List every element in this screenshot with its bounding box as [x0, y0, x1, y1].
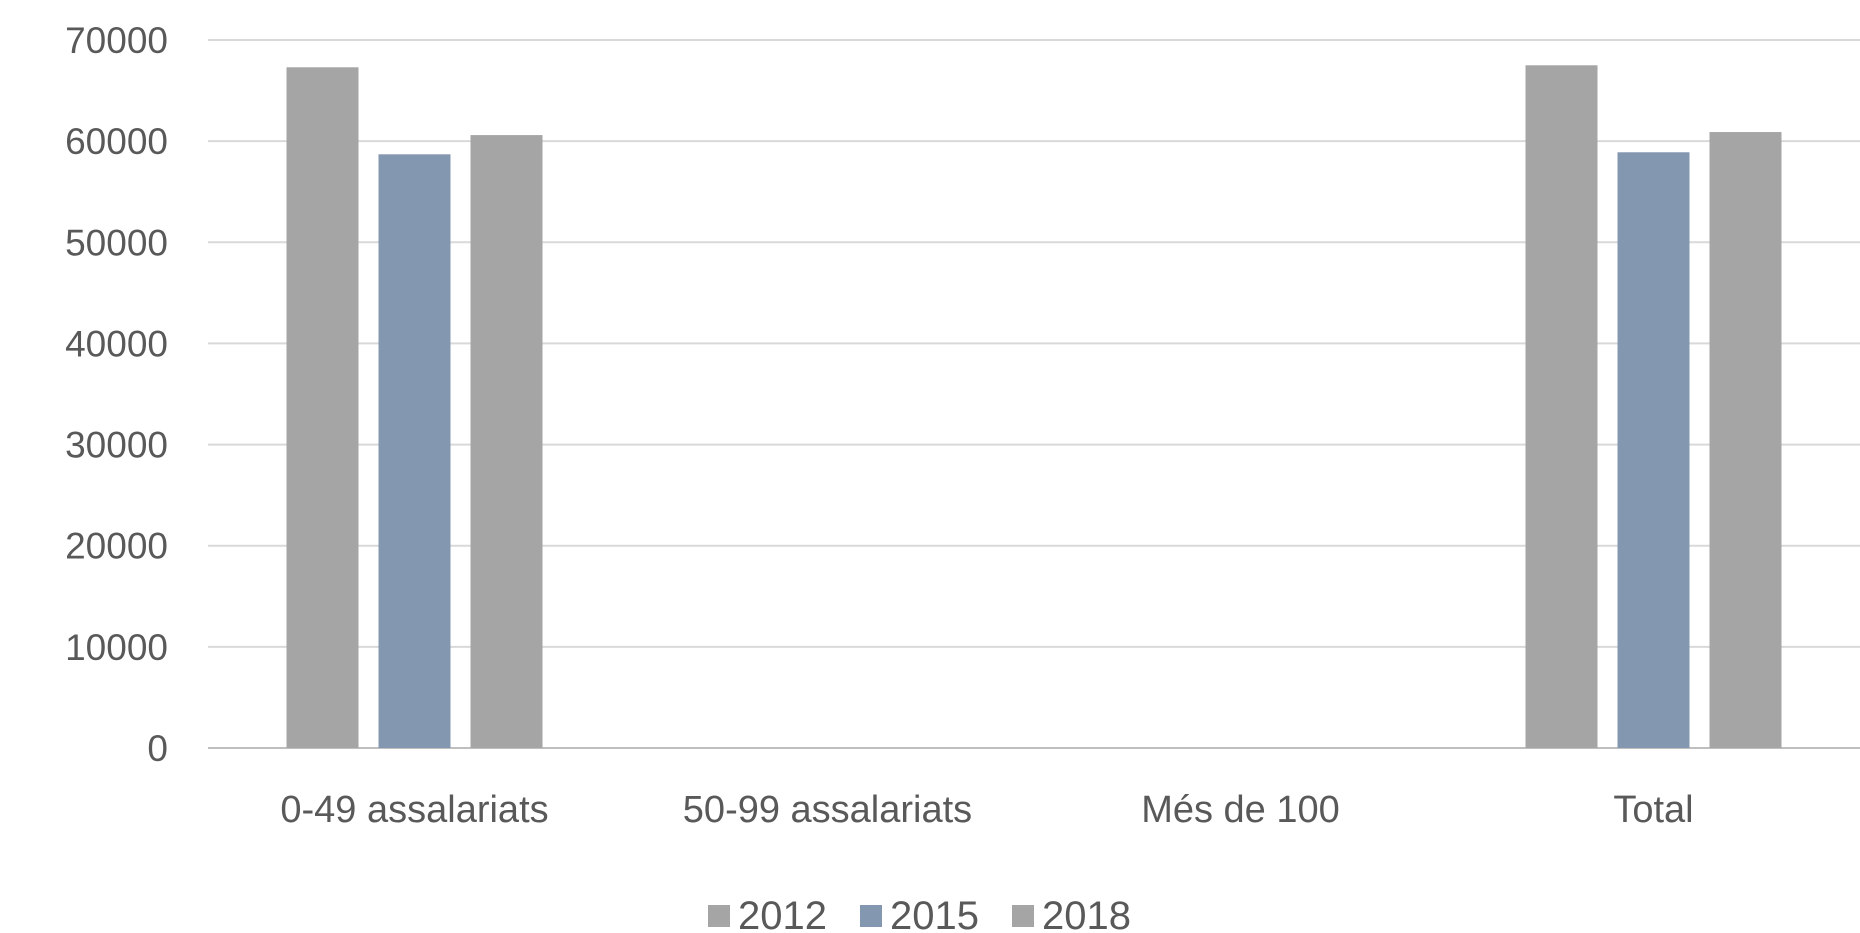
y-axis-ticks: 0 10000 20000 30000 40000 50000 60000 70000	[65, 20, 168, 769]
y-tick-label: 0	[147, 728, 168, 769]
bar-2018-3	[1709, 132, 1782, 749]
y-tick-label: 70000	[65, 20, 168, 61]
legend-swatch	[860, 905, 882, 927]
bar-2012-3	[1525, 65, 1598, 749]
y-tick-label: 40000	[65, 323, 168, 364]
category-label: Total	[1613, 789, 1693, 831]
legend-swatch	[1012, 905, 1034, 927]
legend-item-2012: 2012	[708, 894, 827, 933]
legend-item-2015: 2015	[860, 894, 979, 933]
y-tick-label: 20000	[65, 526, 168, 567]
category-label: 0-49 assalariats	[280, 789, 548, 831]
bar-2015-3	[1617, 152, 1690, 749]
bar-2018-0	[470, 135, 543, 748]
y-tick-label: 60000	[65, 121, 168, 162]
y-tick-label: 10000	[65, 627, 168, 668]
legend-swatch	[708, 905, 730, 927]
legend-label: 2012	[738, 894, 827, 933]
x-axis-categories: 0-49 assalariats 50-99 assalariats Més de …	[280, 789, 1693, 831]
bars	[286, 65, 1782, 749]
bar-2012-0	[286, 67, 359, 748]
legend-label: 2015	[890, 894, 979, 933]
legend-item-2018: 2018	[1012, 894, 1131, 933]
y-tick-label: 30000	[65, 425, 168, 466]
category-label: Més de 100	[1141, 789, 1340, 831]
category-label: 50-99 assalariats	[683, 789, 972, 831]
gridlines	[208, 39, 1860, 749]
legend-label: 2018	[1042, 894, 1131, 933]
y-tick-label: 50000	[65, 222, 168, 263]
legend: 2012 2015 2018	[708, 894, 1131, 933]
bar-2015-0	[378, 154, 451, 748]
